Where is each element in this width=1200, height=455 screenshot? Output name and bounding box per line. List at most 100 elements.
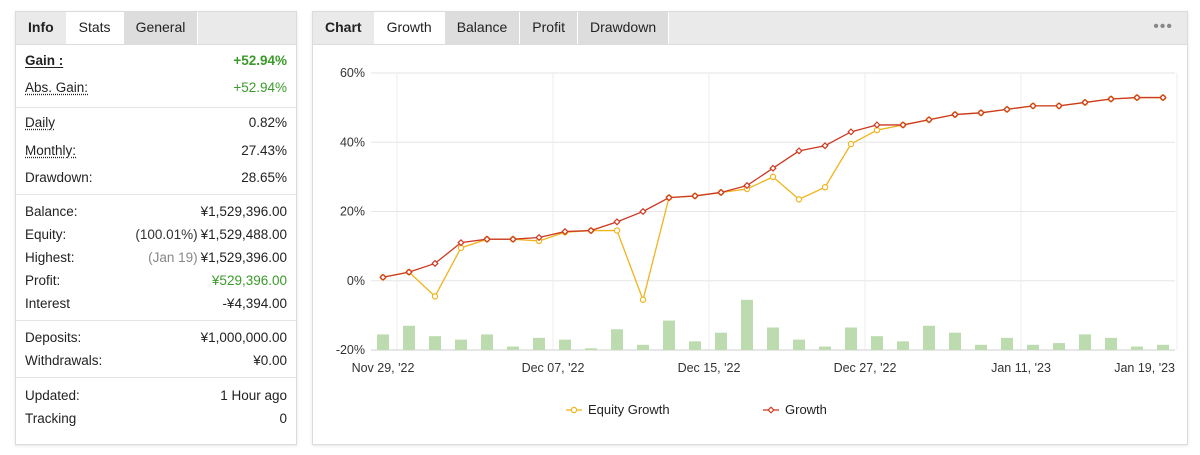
updated-value: 1 Hour ago <box>220 388 287 403</box>
bar <box>689 341 701 350</box>
growth-point <box>639 207 647 216</box>
x-tick-label: Dec 07, '22 <box>522 361 585 375</box>
growth-point <box>561 227 569 236</box>
updated-label: Updated: <box>25 388 80 403</box>
bar <box>715 332 727 350</box>
drawdown-label: Drawdown: <box>25 170 93 185</box>
withdrawals-row: Withdrawals: ¥0.00 <box>25 349 287 372</box>
highest-row: Highest: (Jan 19) ¥1,529,396.00 <box>25 246 287 269</box>
abs-gain-row: Abs. Gain: +52.94% <box>25 72 287 103</box>
abs-gain-label[interactable]: Abs. Gain: <box>25 80 89 95</box>
equity-growth-point <box>769 173 777 181</box>
growth-point <box>1081 98 1089 107</box>
legend-equity-growth[interactable]: Equity Growth <box>588 402 670 417</box>
daily-label[interactable]: Daily <box>25 115 56 130</box>
tab-chart[interactable]: Chart <box>313 12 375 44</box>
equity-growth-point <box>639 296 647 303</box>
growth-point <box>847 128 855 136</box>
equity-growth-point <box>431 293 439 300</box>
tab-profit[interactable]: Profit <box>520 12 578 44</box>
bar <box>377 334 389 350</box>
growth-point <box>509 235 517 243</box>
tab-stats[interactable]: Stats <box>66 12 124 44</box>
chart-tabs: Chart Growth Balance Profit Drawdown <box>313 12 1187 45</box>
interest-label: Interest <box>25 296 71 311</box>
bar <box>663 320 675 350</box>
bar <box>871 336 883 350</box>
x-tick-label: Jan 11, '23 <box>991 361 1051 375</box>
bar <box>949 332 961 350</box>
growth-chart: 60% 40% 20% 0% -20% Nov 29, '22 Dec 07, '22 Dec… <box>336 66 1178 417</box>
equity-growth-point <box>613 227 621 234</box>
bar <box>637 344 649 350</box>
interest-value: -¥4,394.00 <box>222 296 287 311</box>
tab-info[interactable]: Info <box>16 12 67 44</box>
stats-tabs: Info Stats General <box>16 12 296 45</box>
equity-row: Equity: (100.01%) ¥1,529,488.00 <box>25 223 287 246</box>
equity-growth-point <box>795 196 803 203</box>
legend-growth[interactable]: Growth <box>785 402 827 417</box>
abs-gain-value: +52.94% <box>233 80 287 95</box>
growth-point <box>431 259 439 268</box>
gain-label[interactable]: Gain : <box>25 53 64 68</box>
tracking-label: Tracking <box>25 411 77 426</box>
monthly-value: 27.43% <box>241 142 287 158</box>
more-dots-icon[interactable]: ••• <box>1153 18 1173 35</box>
bar <box>793 339 805 350</box>
equity-label: Equity: <box>25 227 67 242</box>
monthly-label[interactable]: Monthly: <box>25 142 77 158</box>
x-tick-label: Dec 27, '22 <box>834 361 897 375</box>
tab-growth[interactable]: Growth <box>374 12 445 44</box>
gain-row: Gain : +52.94% <box>25 49 287 72</box>
bar <box>845 327 857 350</box>
growth-point <box>795 147 803 155</box>
equity-percent: (100.01%) <box>135 227 198 242</box>
growth-point <box>483 235 491 243</box>
bar <box>923 325 935 350</box>
tracking-row: Tracking 0 <box>25 407 287 430</box>
tracking-value: 0 <box>279 411 287 426</box>
tab-drawdown[interactable]: Drawdown <box>577 12 670 44</box>
highest-date: (Jan 19) <box>148 250 198 265</box>
y-tick-label: 0% <box>347 274 365 288</box>
growth-point <box>977 109 985 117</box>
gain-value: +52.94% <box>233 53 287 68</box>
bar <box>819 346 831 350</box>
growth-point <box>1029 102 1037 110</box>
growth-point <box>379 273 387 281</box>
growth-point <box>691 192 699 200</box>
deposits-label: Deposits: <box>25 330 82 345</box>
growth-point <box>1055 102 1063 110</box>
y-tick-label: 40% <box>340 135 365 149</box>
x-tick-label: Jan 19, '23 <box>1114 361 1175 375</box>
bar <box>1131 346 1143 350</box>
equity-growth-point <box>847 140 855 148</box>
tab-general[interactable]: General <box>123 12 199 44</box>
drawdown-value: 28.65% <box>241 170 287 185</box>
bar <box>1079 334 1091 350</box>
growth-point <box>405 268 413 276</box>
balance-value: ¥1,529,396.00 <box>200 204 287 219</box>
profit-row: Profit: ¥529,396.00 <box>25 269 287 292</box>
bar <box>975 344 987 350</box>
growth-point <box>925 116 933 124</box>
monthly-row: Monthly: 27.43% <box>25 134 287 166</box>
bar <box>897 341 909 350</box>
daily-row: Daily 0.82% <box>25 111 287 134</box>
stats-rows: Gain : +52.94% Abs. Gain: +52.94% Daily … <box>16 45 296 430</box>
growth-point <box>951 110 959 119</box>
daily-value: 0.82% <box>248 115 287 130</box>
balance-label: Balance: <box>25 204 78 219</box>
y-tick-label: 60% <box>340 66 365 80</box>
profit-label: Profit: <box>25 273 61 288</box>
tab-balance[interactable]: Balance <box>444 12 521 44</box>
bar <box>767 327 779 350</box>
legend-equity-growth-marker <box>570 406 578 414</box>
legend-growth-marker <box>767 406 775 414</box>
updated-row: Updated: 1 Hour ago <box>25 384 287 407</box>
profit-value: ¥529,396.00 <box>211 273 287 288</box>
bar <box>1105 337 1117 350</box>
equity-value: ¥1,529,488.00 <box>200 227 287 242</box>
bar <box>1053 343 1065 350</box>
growth-point <box>1003 105 1011 114</box>
